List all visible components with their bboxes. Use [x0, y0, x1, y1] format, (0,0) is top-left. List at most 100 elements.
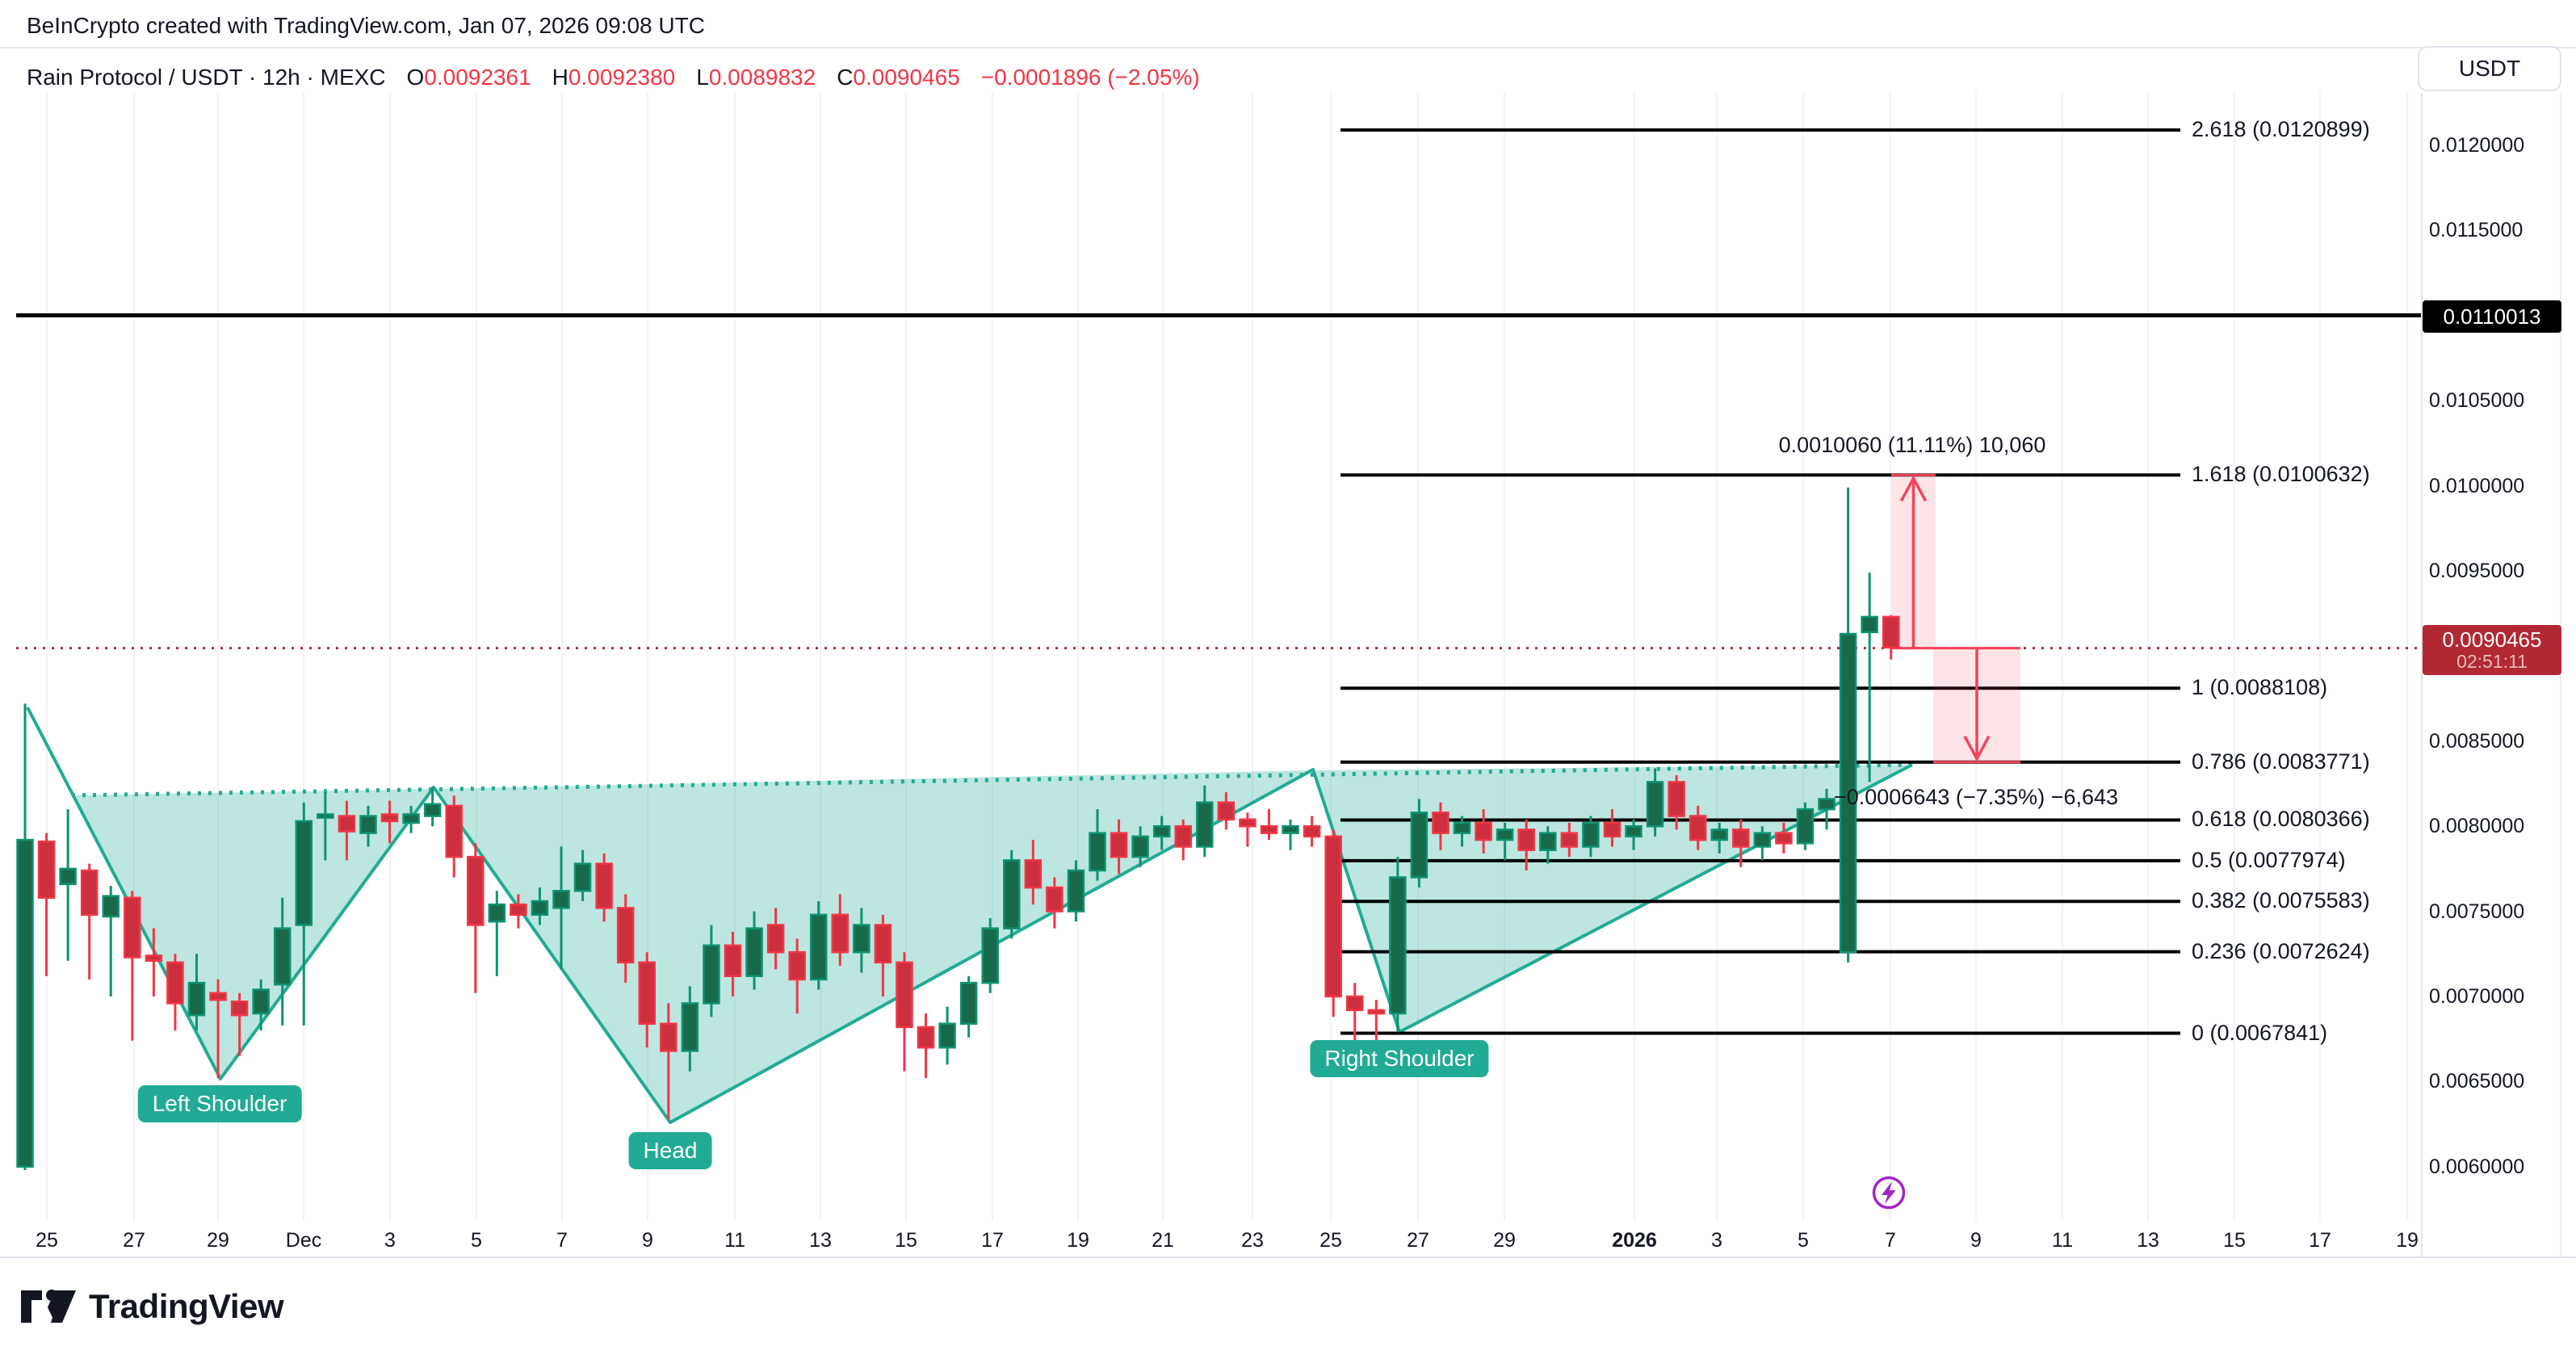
last-price-badge: 0.0090465 02:51:11: [2423, 625, 2561, 675]
time-axis-label: 25: [1319, 1229, 1342, 1252]
price-axis-label: 0.0115000: [2429, 219, 2524, 242]
fib-label-2.618: 2.618 (0.0120899): [2192, 117, 2370, 142]
candle-body-up: [1003, 859, 1021, 929]
close-label: C: [837, 65, 854, 90]
candle-body-down: [1324, 835, 1342, 998]
price-axis-label: 0.0085000: [2429, 729, 2525, 753]
candle-body-up: [531, 900, 549, 917]
candle-body-up: [1410, 812, 1429, 879]
open-value: 0.0092361: [424, 65, 531, 90]
time-axis-label: Dec: [285, 1229, 322, 1252]
price-axis-separator: [2421, 93, 2423, 1256]
time-axis-label: 29: [207, 1229, 229, 1252]
candle-body-down: [1689, 815, 1707, 841]
pattern-fill[interactable]: [434, 770, 1313, 1122]
left-shoulder-label[interactable]: Left Shoulder: [137, 1085, 302, 1122]
time-axis-label: 25: [36, 1229, 58, 1252]
candle-body-up: [295, 820, 313, 926]
pattern-fill[interactable]: [72, 789, 434, 1079]
head-label[interactable]: Head: [628, 1132, 712, 1169]
fib-label-0.618: 0.618 (0.0080366): [2192, 807, 2370, 832]
candle-body-up: [1796, 808, 1815, 845]
candle-body-up: [981, 927, 999, 984]
candle-body-up: [938, 1022, 956, 1049]
high-value: 0.0092380: [568, 65, 676, 90]
candle-body-up: [959, 981, 978, 1025]
candle-body-down: [1775, 832, 1793, 845]
symbol-info-bar[interactable]: Rain Protocol / USDT · 12h · MEXC O0.009…: [27, 65, 1200, 90]
fib-label-0.786: 0.786 (0.0083771): [2192, 749, 2370, 774]
time-axis-label: 9: [642, 1229, 653, 1252]
candle-body-down: [595, 862, 613, 909]
price-axis-label: 0.0100000: [2429, 474, 2525, 497]
candle-body-down: [1345, 995, 1364, 1012]
time-axis-label: 29: [1493, 1229, 1516, 1252]
tradingview-logo[interactable]: TradingView: [19, 1286, 284, 1328]
candle-body-down: [145, 954, 163, 962]
time-axis-label: 7: [1885, 1229, 1896, 1252]
candle-body-up: [809, 913, 828, 981]
candle-body-down: [1603, 821, 1622, 838]
open-label: O: [406, 65, 425, 90]
fib-label-0.5: 0.5 (0.0077974): [2192, 847, 2346, 872]
candle-body-up: [488, 903, 506, 923]
candle-body-up: [1818, 798, 1836, 811]
candle-body-up: [423, 803, 442, 817]
candle-body-up: [681, 1002, 699, 1052]
fib-label-1: 1 (0.0088108): [2192, 675, 2328, 700]
candle-body-down: [874, 924, 892, 964]
candle-body-down: [209, 992, 227, 1001]
candle-body-up: [1453, 821, 1471, 834]
right-shoulder-label[interactable]: Right Shoulder: [1310, 1040, 1489, 1077]
header-divider: [0, 47, 2576, 48]
candle-body-down: [1217, 801, 1236, 821]
candle-body-down: [380, 813, 399, 823]
candle-body-up: [1625, 824, 1643, 838]
candle-body-up: [1131, 835, 1149, 858]
candle-body-down: [1046, 886, 1064, 912]
price-axis-label: 0.0095000: [2429, 560, 2525, 582]
candle-body-up: [187, 981, 206, 1017]
candle-body-up: [1861, 615, 1878, 634]
time-axis-label: 27: [123, 1229, 145, 1252]
time-axis-separator: [0, 1256, 2576, 1258]
candle-body-down: [1475, 821, 1492, 841]
ohlc-high: H0.0092380: [552, 65, 676, 90]
time-axis-label: 13: [809, 1229, 832, 1252]
candle-body-down: [230, 1001, 249, 1017]
candle-body-up: [1646, 781, 1664, 828]
time-axis-label: 13: [2137, 1229, 2159, 1252]
candle-body-down: [510, 903, 527, 917]
candle-body-up: [853, 924, 871, 954]
candle-body-down: [338, 815, 356, 833]
currency-toggle-button[interactable]: USDT: [2418, 46, 2561, 91]
candle-body-up: [317, 813, 334, 819]
candle-body-down: [831, 913, 850, 954]
downside-projection-label[interactable]: −0.0006643 (−7.35%) −6,643: [1833, 785, 2119, 809]
low-label: L: [696, 65, 709, 90]
low-value: 0.0089832: [708, 65, 816, 90]
fib-label-0.382: 0.382 (0.0075583): [2192, 888, 2370, 913]
close-value: 0.0090465: [853, 65, 960, 90]
candle-body-up: [1710, 829, 1728, 841]
candle-body-down: [724, 944, 742, 977]
candle-body-up: [16, 838, 34, 1168]
pattern-neckline[interactable]: [71, 762, 1913, 798]
lightning-event-icon[interactable]: [1870, 1174, 1907, 1211]
time-axis-label: 11: [724, 1229, 745, 1252]
time-axis-label: 19: [2396, 1229, 2419, 1252]
upside-projection-label[interactable]: 0.0010060 (11.11%) 10,060: [1778, 433, 2046, 457]
tradingview-logo-text: TradingView: [89, 1287, 284, 1325]
change-value: −0.0001896 (−2.05%): [980, 65, 1200, 90]
time-axis-label: 3: [1711, 1229, 1722, 1252]
candle-body-up: [359, 815, 377, 834]
candle-body-down: [1110, 832, 1128, 858]
candle-body-up: [102, 895, 120, 918]
candle-body-up: [703, 944, 720, 1005]
time-axis-label: 17: [2309, 1229, 2331, 1252]
candle-body-up: [273, 927, 292, 986]
candle-body-down: [638, 961, 656, 1025]
symbol-title[interactable]: Rain Protocol / USDT · 12h · MEXC: [27, 65, 386, 90]
last-price-value: 0.0090465: [2442, 627, 2542, 652]
